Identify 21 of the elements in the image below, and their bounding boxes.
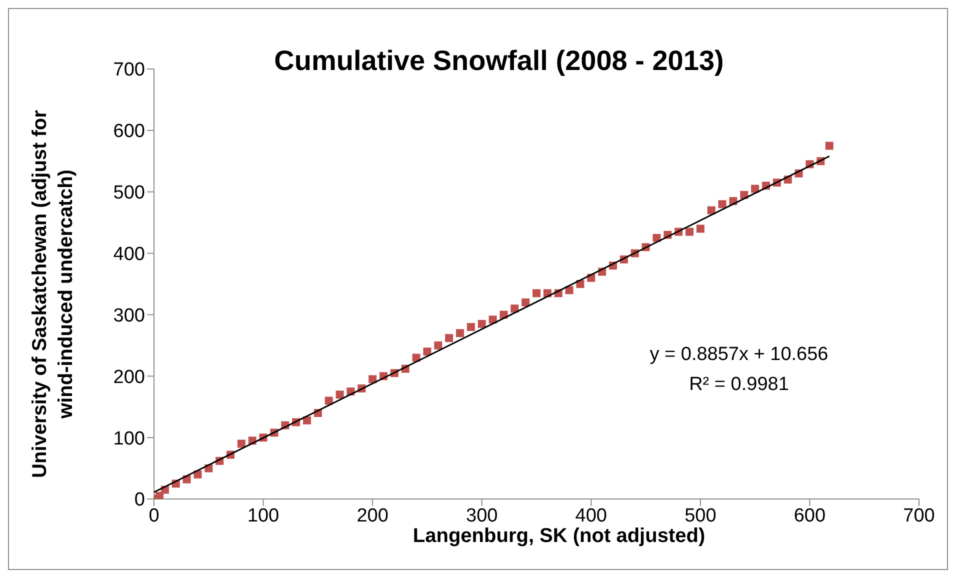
x-tick-label: 100: [247, 505, 280, 526]
y-tick-label: 200: [113, 366, 145, 388]
annotation: R² = 0.9981: [688, 374, 790, 396]
y-tick-label: 600: [113, 121, 145, 142]
y-tick-label: 700: [113, 60, 145, 81]
chart-title: Cumulative Snowfall (2008 - 2013): [274, 45, 724, 76]
y-tick-label: 100: [113, 428, 145, 450]
x-tick-label: 600: [794, 505, 826, 526]
x-tick-label: 400: [575, 505, 607, 526]
x-tick-label: 200: [356, 505, 388, 526]
x-tick-label: 700: [903, 505, 935, 526]
y-axis-title: University of Saskatchewan (adjust for wind-induced undercatch): [28, 109, 78, 480]
annotation: y = 0.8857x + 10.656: [648, 344, 830, 366]
x-tick-label: 500: [684, 505, 716, 526]
y-tick-label: 0: [134, 490, 145, 511]
x-tick-label: 0: [148, 505, 160, 526]
y-tick-label: 500: [113, 182, 145, 204]
x-tick-label: 300: [466, 505, 498, 526]
y-tick-label: 300: [113, 305, 145, 326]
y-tick-label: 400: [113, 244, 145, 266]
x-axis-title: Langenburg, SK (not adjusted): [412, 525, 706, 548]
